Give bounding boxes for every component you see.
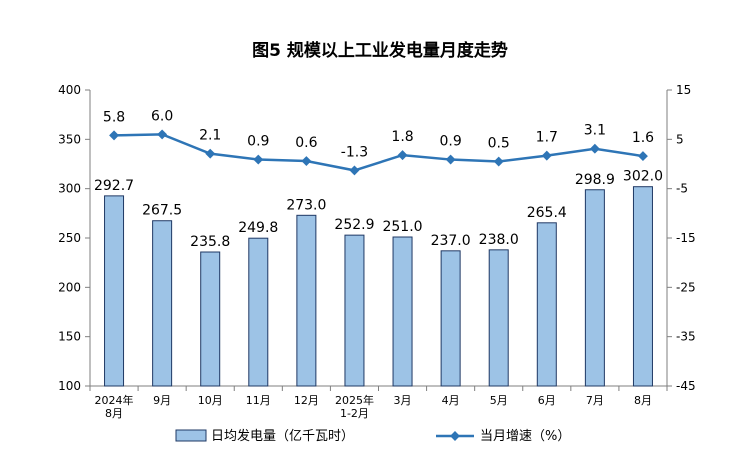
bar-value-label: 238.0	[479, 232, 519, 248]
line-value-label: 1.7	[536, 130, 558, 146]
line-marker	[397, 150, 408, 161]
x-tick-label: 4月	[442, 394, 460, 407]
bar	[392, 236, 413, 387]
y-right-tick-label: -15	[676, 231, 696, 245]
bar-value-label: 298.9	[575, 172, 615, 188]
bar	[200, 251, 221, 387]
line-marker	[301, 156, 312, 166]
bar-value-label: 273.0	[286, 197, 326, 213]
x-tick-label: 10月	[198, 394, 223, 407]
line-value-label: -1.3	[341, 144, 368, 160]
bar-value-label: 265.4	[527, 205, 567, 221]
y-left-tick-label: 100	[58, 379, 81, 393]
bar-value-label: 302.0	[623, 169, 663, 185]
line-marker	[493, 156, 504, 167]
y-left-tick-label: 150	[58, 330, 81, 344]
legend-bar-swatch	[175, 429, 207, 442]
bar	[296, 214, 317, 387]
line-value-label: 3.1	[584, 123, 606, 139]
bar	[152, 220, 173, 387]
x-tick-label: 9月	[153, 394, 171, 407]
bar-value-label: 249.8	[238, 220, 278, 236]
legend-line-marker	[450, 431, 460, 441]
line-series	[109, 129, 648, 176]
x-tick-label: 6月	[538, 394, 556, 407]
y-right-tick-label: -45	[676, 379, 696, 393]
chart-title: 图5 规模以上工业发电量月度走势	[252, 40, 508, 61]
line-marker	[253, 154, 264, 165]
line-marker	[109, 130, 119, 141]
line-value-label: 5.8	[103, 109, 125, 125]
legend-line-label: 当月增速（%）	[480, 429, 570, 444]
bar-series	[104, 186, 653, 387]
x-tick-label: 7月	[586, 394, 604, 407]
y-left-tick-label: 350	[58, 132, 81, 146]
line-value-label: 1.6	[632, 130, 654, 146]
bar-value-label: 237.0	[431, 233, 471, 249]
bar-value-label: 251.0	[382, 219, 422, 235]
growth-line	[114, 133, 644, 172]
line-marker	[205, 148, 216, 159]
line-marker	[638, 151, 648, 162]
data-labels: 292.7 267.5 235.8 249.8 273.0 252.9 251.0 237.0…	[94, 108, 663, 250]
bar-value-label: 292.7	[94, 178, 134, 194]
y-right-tick-label: -5	[676, 182, 688, 196]
y-right-tick-label: 15	[676, 83, 691, 97]
line-marker	[589, 143, 600, 154]
bar-value-label: 267.5	[142, 203, 182, 219]
y-left-tick-label: 300	[58, 182, 81, 196]
bar	[248, 237, 269, 387]
bar	[536, 222, 557, 387]
y-left-tick-label: 250	[58, 231, 81, 245]
axes: 100 150 200 250 300 350 400 -45 -35 -25 -15 -5 5 15 20…	[58, 83, 696, 420]
legend: 日均发电量（亿千瓦时） 当月增速（%）	[175, 428, 570, 444]
bar	[104, 195, 125, 387]
bar	[344, 234, 365, 387]
line-value-label: 0.9	[439, 134, 461, 150]
line-value-label: 0.5	[488, 136, 510, 152]
line-value-label: 0.6	[295, 135, 317, 151]
line-value-label: 0.9	[247, 134, 269, 150]
x-tick-label: 8月	[634, 394, 652, 407]
y-right-tick-label: 5	[676, 132, 684, 146]
x-tick-label: 3月	[394, 394, 412, 407]
y-left-tick-label: 400	[58, 83, 81, 97]
bar	[440, 250, 461, 387]
bar	[584, 189, 605, 387]
bar-value-label: 235.8	[190, 234, 230, 250]
y-right-tick-label: -35	[676, 330, 696, 344]
bar	[632, 186, 653, 387]
line-value-label: 2.1	[199, 128, 221, 144]
bar	[488, 249, 509, 387]
x-tick-label: 5月	[490, 394, 508, 407]
x-tick-label: 12月	[294, 394, 319, 407]
x-tick-label: 2024年 8月	[95, 393, 134, 420]
line-value-label: 6.0	[151, 108, 173, 124]
x-tick-label: 2025年 1-2月	[335, 393, 374, 420]
line-marker	[157, 129, 168, 140]
x-tick-label: 11月	[246, 394, 271, 407]
line-marker	[541, 150, 552, 161]
bar-value-label: 252.9	[334, 217, 374, 233]
line-marker	[445, 154, 456, 165]
y-right-tick-label: -25	[676, 280, 696, 294]
legend-bar-label: 日均发电量（亿千瓦时）	[211, 428, 354, 444]
line-value-label: 1.8	[391, 129, 413, 145]
line-marker	[349, 165, 360, 176]
y-left-tick-label: 200	[58, 280, 81, 294]
